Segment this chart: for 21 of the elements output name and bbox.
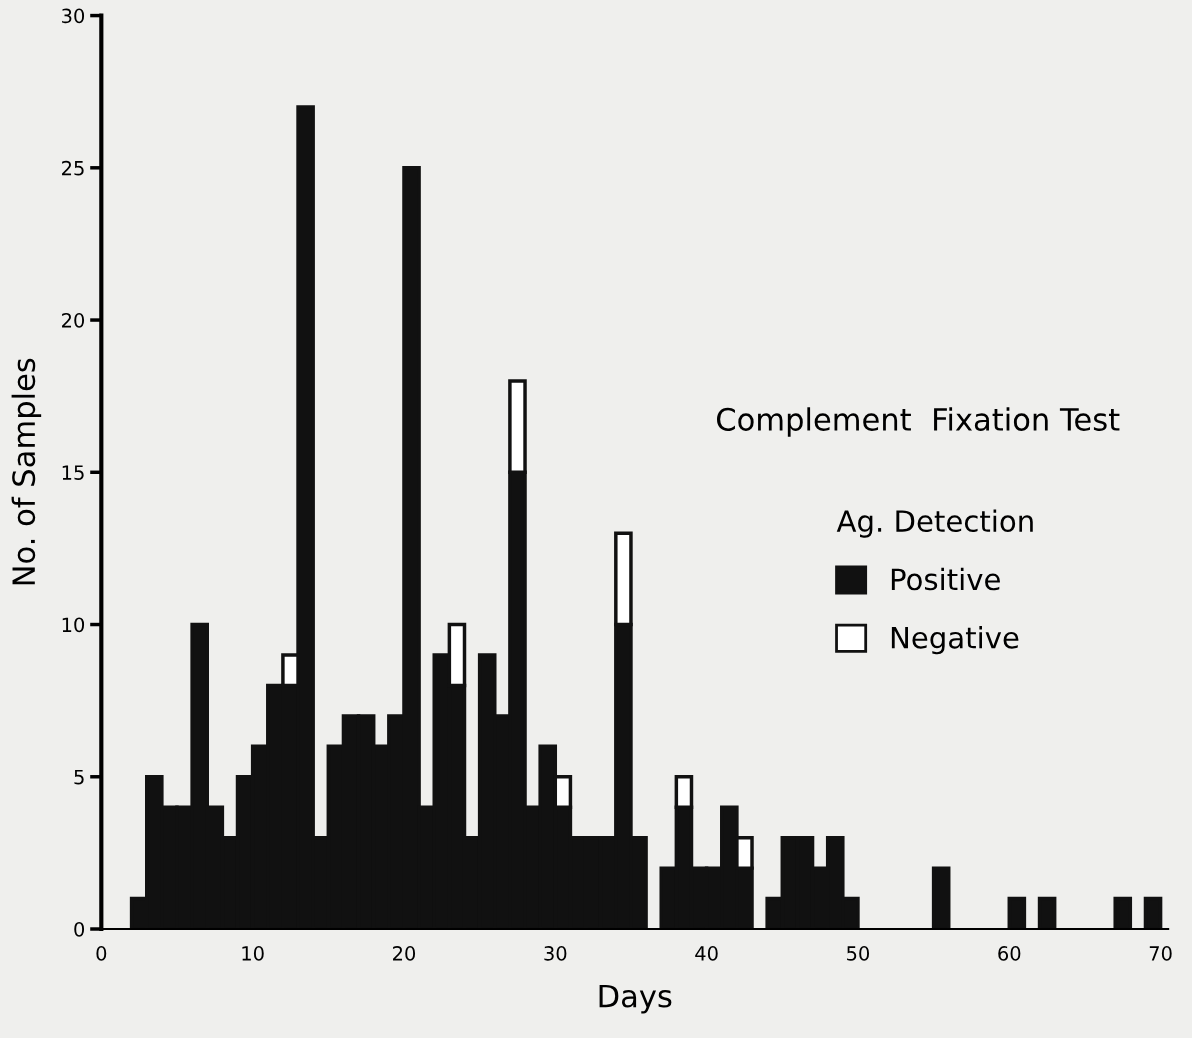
x-tick-label: 30 [544, 946, 567, 961]
y-tick-label: 0 [74, 921, 85, 937]
x-tick-label: 60 [998, 946, 1021, 961]
y-tick-label: 15 [62, 465, 84, 480]
x-tick-label: 40 [695, 946, 718, 961]
y-tick-label: 20 [62, 313, 85, 328]
x-tick-label: 50 [847, 946, 870, 961]
x-tick-label: 70 [1149, 946, 1172, 961]
legend-label: Negative [891, 626, 1019, 655]
y-tick-label: 30 [62, 8, 85, 24]
legend-label: Positive [891, 567, 1000, 591]
y-axis-title: No. of Samples [11, 358, 42, 585]
x-tick-label: 20 [393, 946, 416, 961]
x-tick-label: 0 [96, 946, 107, 961]
y-tick-label: 25 [62, 160, 84, 176]
x-axis-title: Days [599, 984, 672, 1014]
annotation: Complement Fixation Test [716, 407, 1120, 437]
y-tick-label: 5 [74, 769, 84, 785]
x-tick-label: 10 [242, 946, 264, 961]
y-tick-label: 10 [62, 617, 85, 633]
legend-title: Ag. Detection [836, 509, 1033, 538]
